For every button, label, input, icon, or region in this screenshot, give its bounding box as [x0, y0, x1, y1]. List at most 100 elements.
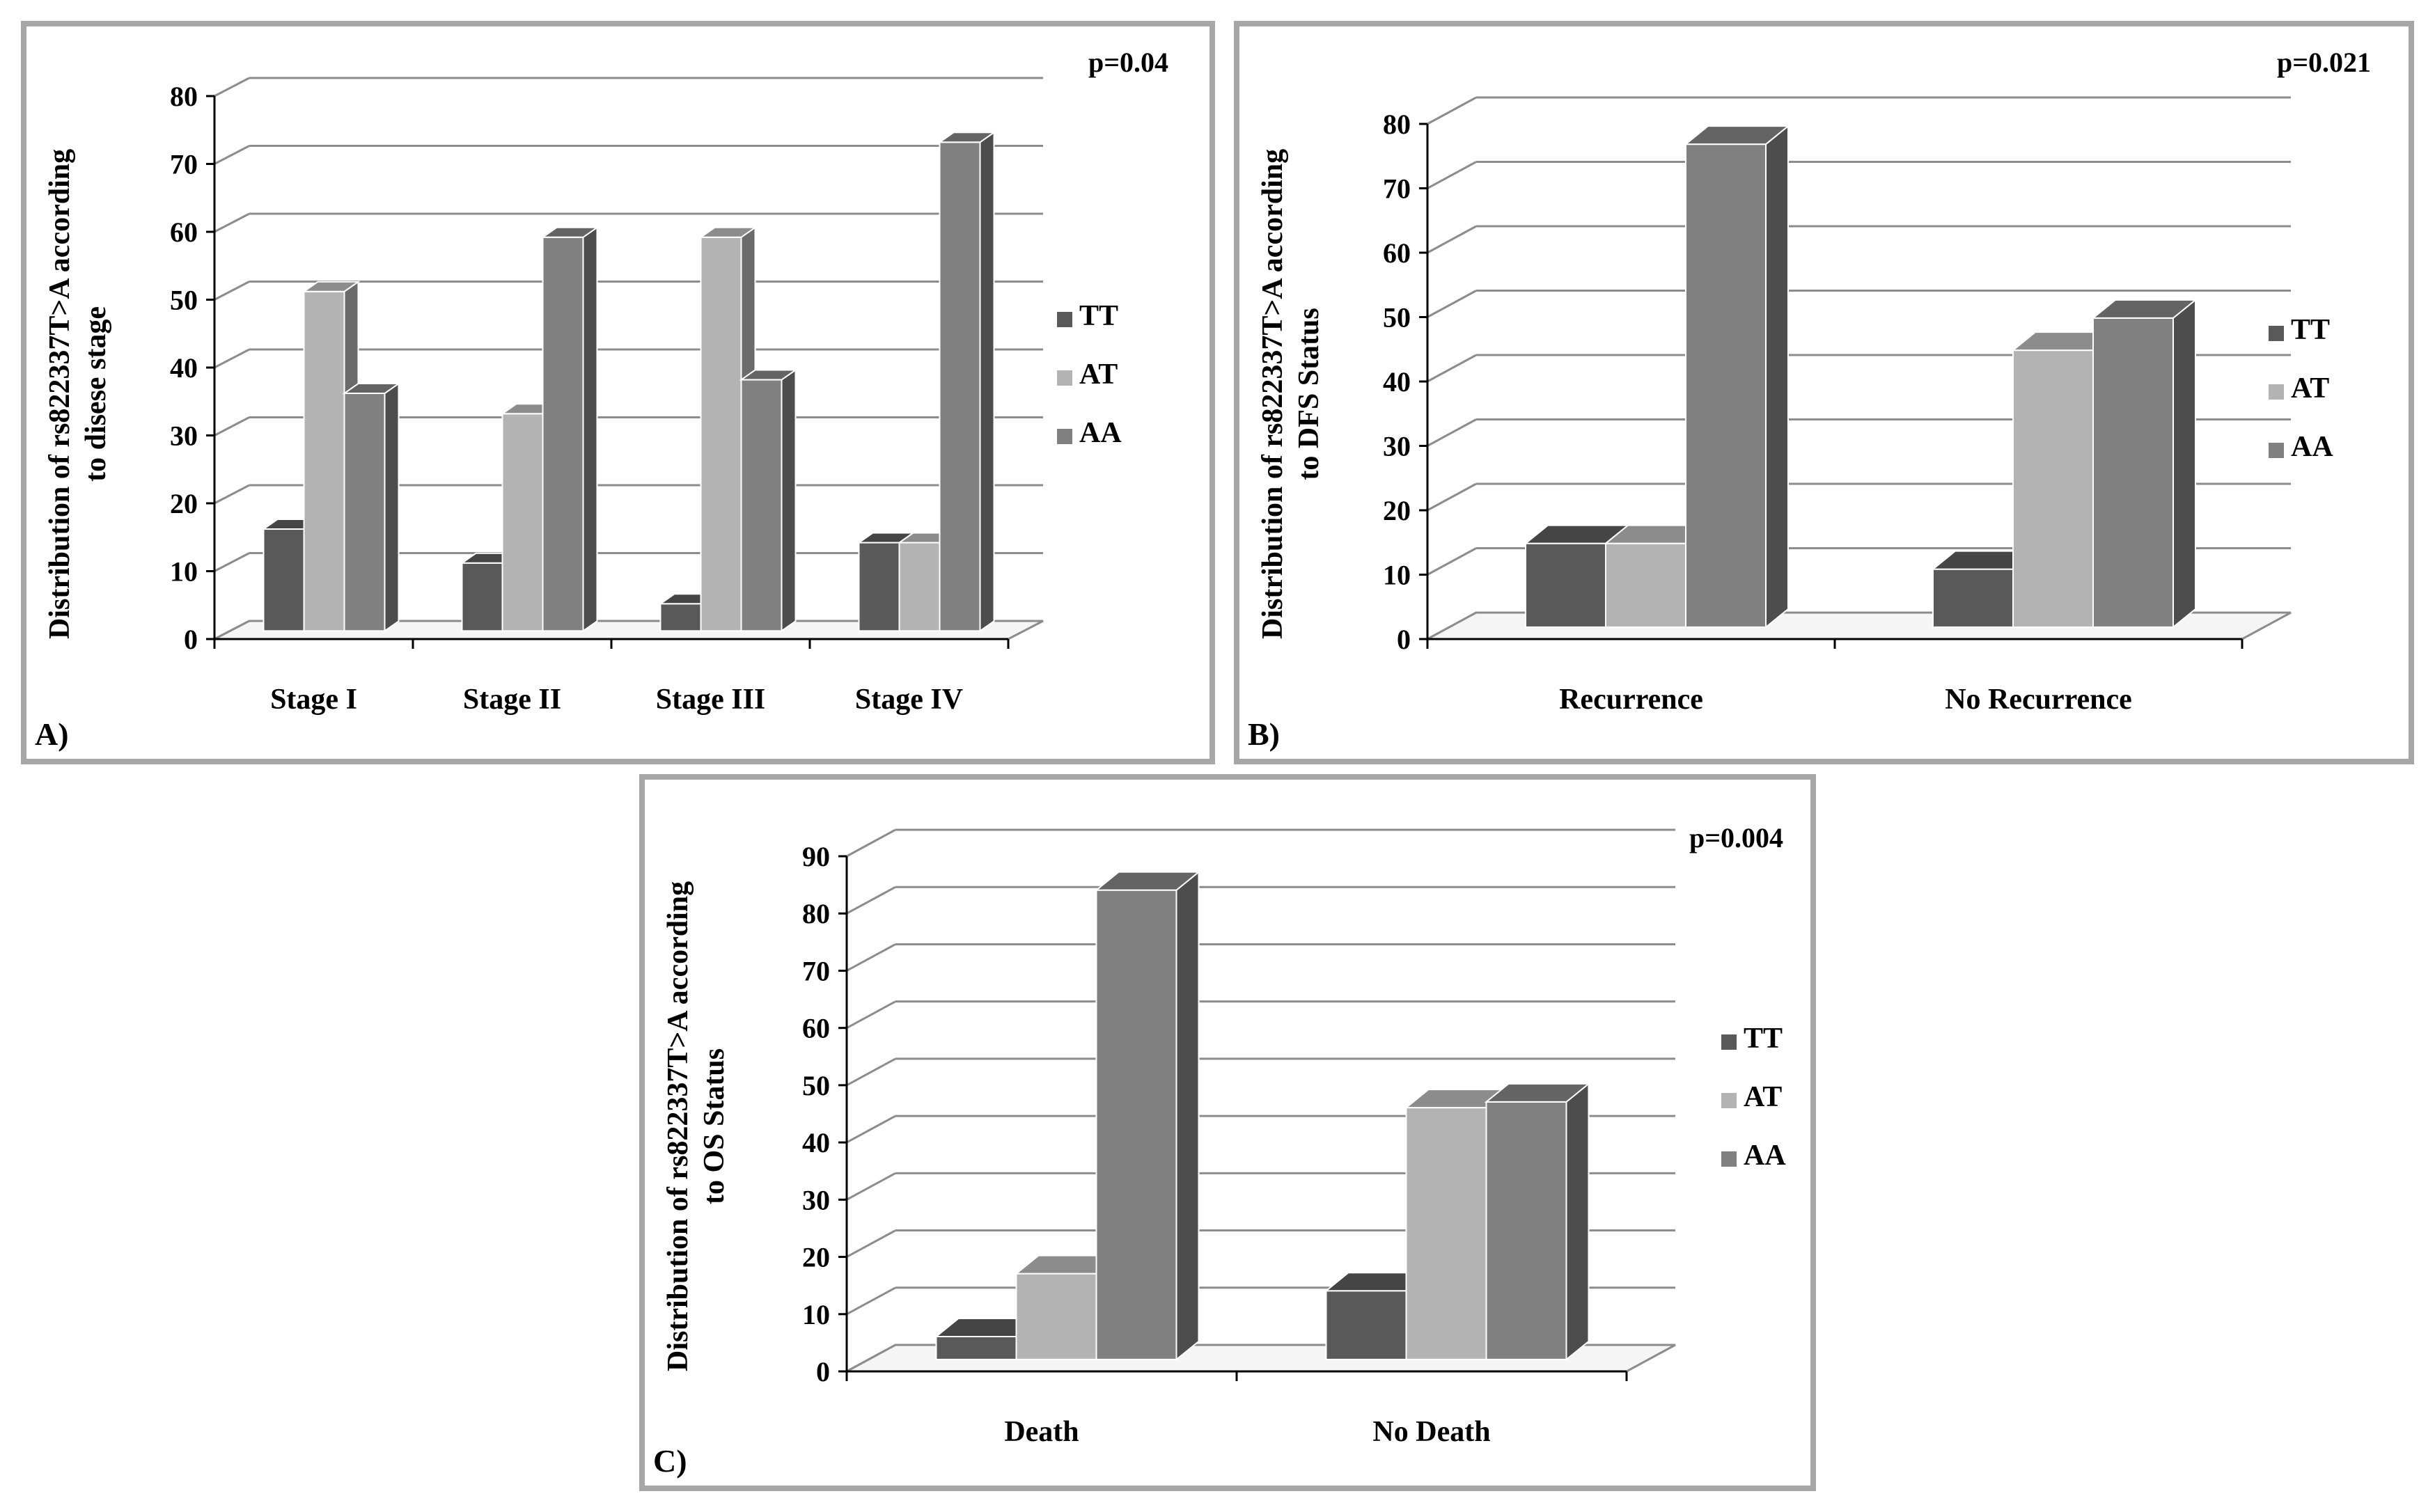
- chart-b-gridline-diag: [1427, 161, 1477, 189]
- bar-front-face: [263, 528, 305, 632]
- legend-label-at: AT: [1744, 1081, 1783, 1113]
- chart-a-gridline-diag: [214, 484, 250, 505]
- chart-c-y-tick-label: 60: [802, 1013, 830, 1044]
- chart-c-y-tick-label: 50: [802, 1070, 830, 1101]
- chart-c-bars: [934, 870, 1591, 1362]
- legend-swatch-at: [2269, 384, 2284, 400]
- bar-front-face: [659, 603, 702, 632]
- legend-swatch-tt: [1057, 312, 1072, 327]
- chart-a-plot: 0 10 20 30 40 50 60 70 80 Stage I Stage II Stage II…: [170, 77, 1044, 716]
- bar-front-face: [1605, 542, 1686, 628]
- chart-c-y-tick-label: 90: [802, 841, 830, 872]
- chart-c-y-axis-label: Distribution of rs822337T>A according to…: [660, 881, 733, 1371]
- bar-death-tt: [934, 1316, 1041, 1362]
- bar-front-face: [939, 141, 981, 632]
- bar-stage-i-aa: [342, 382, 401, 633]
- bar-stage-ii-aa: [540, 226, 600, 633]
- chart-a-y-axis-label-line1: Distribution of rs822337T>A according: [44, 148, 76, 639]
- bar-front-face: [1685, 143, 1767, 628]
- bar-front-face: [2012, 349, 2094, 628]
- bar-death-aa: [1094, 870, 1201, 1362]
- legend-label-aa: AA: [1744, 1140, 1786, 1172]
- bar-side-face: [582, 226, 598, 633]
- chart-b-y-tick-label: 40: [1383, 366, 1411, 397]
- legend-label-tt: TT: [2291, 314, 2331, 346]
- chart-b-x-tick-label-no-recurrence: No Recurrence: [1945, 684, 2132, 716]
- chart-c-y-tick-label: 40: [802, 1127, 830, 1158]
- chart-a-bars: [261, 131, 996, 633]
- bar-front-face: [858, 542, 900, 632]
- chart-c-y-tick-label: 20: [802, 1242, 830, 1273]
- chart-c-gridline-diag: [846, 1172, 896, 1201]
- chart-c-panel-label: C): [653, 1443, 687, 1479]
- chart-b-gridline-diag: [1427, 96, 1477, 125]
- chart-panel-c: 0 10 20 30 40 50 60 70 80 90 Death No Death Distrib…: [639, 774, 1816, 1491]
- chart-a-y-axis-label: Distribution of rs822337T>A according to…: [42, 149, 114, 639]
- chart-b-y-tick-label: 10: [1383, 560, 1411, 591]
- legend-label-aa: AA: [1079, 417, 1122, 449]
- chart-a-y-tick-label: 50: [170, 285, 198, 316]
- bar-side-face: [1565, 1082, 1590, 1362]
- chart-panel-a: 0 10 20 30 40 50 60 70 80 Stage I Stage II Stage II…: [21, 21, 1215, 764]
- bar-front-face: [2092, 317, 2174, 628]
- bar-top-face: [1094, 871, 1201, 891]
- chart-c-y-tick-label: 10: [802, 1299, 830, 1330]
- chart-c-x-tick-label-no-death: No Death: [1372, 1416, 1490, 1448]
- chart-a-y-tick-label: 80: [170, 81, 198, 112]
- legend-swatch-at: [1057, 370, 1072, 386]
- bar-no-recurrence-aa: [2091, 298, 2198, 629]
- bar-no-death-aa: [1484, 1082, 1591, 1362]
- chart-c-gridline-diag: [846, 1000, 896, 1029]
- chart-b-bars: [1524, 125, 2198, 629]
- chart-a-gridline-diag: [214, 416, 250, 436]
- bar-front-face: [1485, 1101, 1567, 1360]
- chart-b-y-tick-label: 70: [1383, 173, 1411, 205]
- chart-a-y-tick-label: 0: [184, 624, 198, 655]
- chart-b-y-tick-label: 20: [1383, 495, 1411, 526]
- chart-c-plot: 0 10 20 30 40 50 60 70 80 90 Death No Death: [802, 828, 1676, 1448]
- chart-c-y-axis-label-line2: to OS Status: [698, 1048, 730, 1204]
- bar-top-face: [739, 369, 798, 381]
- legend-swatch-tt: [2269, 326, 2284, 341]
- chart-a-y-axis: 0 10 20 30 40 50 60 70 80: [170, 81, 216, 655]
- chart-b-p-value: p=0.021: [2277, 47, 2372, 78]
- bar-front-face: [461, 562, 503, 632]
- chart-c-p-value: p=0.004: [1689, 822, 1784, 853]
- bar-side-face: [2172, 298, 2196, 629]
- legend-label-aa: AA: [2291, 431, 2333, 463]
- chart-b-y-tick-label: 60: [1383, 237, 1411, 269]
- chart-a-gridline-diag: [214, 348, 250, 369]
- legend-label-at: AT: [2291, 372, 2330, 404]
- bar-top-face: [540, 226, 600, 238]
- bar-front-face: [1015, 1273, 1097, 1360]
- bar-side-face: [979, 131, 995, 633]
- chart-a-p-value: p=0.04: [1088, 47, 1169, 78]
- chart-b-y-tick-label: 30: [1383, 431, 1411, 462]
- chart-c-y-tick-label: 0: [816, 1356, 830, 1387]
- chart-b-gridline-diag: [1427, 290, 1477, 318]
- chart-a-y-tick-label: 70: [170, 149, 198, 180]
- chart-a-x-tick-label-stage-iii: Stage III: [656, 684, 766, 716]
- chart-b-y-axis-label-line2: to DFS Status: [1293, 308, 1325, 480]
- bar-front-face: [1325, 1290, 1407, 1360]
- chart-a-x-tick-label-stage-ii: Stage II: [463, 684, 561, 716]
- chart-b-y-axis-label: Distribution of rs822337T>A according to…: [1255, 149, 1327, 639]
- chart-a-panel-label: A): [35, 716, 69, 752]
- chart-b-y-axis-label-line1: Distribution of rs822337T>A according: [1257, 148, 1289, 639]
- chart-a-y-tick-label: 60: [170, 216, 198, 248]
- legend-swatch-tt: [1721, 1034, 1737, 1050]
- chart-c-gridline-diag: [846, 885, 896, 915]
- bar-top-face: [2091, 299, 2198, 319]
- bar-top-face: [937, 132, 996, 143]
- legend-swatch-aa: [1057, 429, 1072, 444]
- bar-stage-iii-aa: [739, 368, 798, 633]
- chart-c-gridline-diag: [846, 943, 896, 972]
- bar-side-face: [1765, 125, 1789, 629]
- legend-swatch-at: [1721, 1093, 1737, 1108]
- chart-c-x-tick-label-death: Death: [1004, 1416, 1079, 1448]
- bar-stage-iv-aa: [937, 131, 996, 633]
- chart-a-gridline-diag: [214, 552, 250, 572]
- bar-front-face: [303, 290, 345, 632]
- chart-b-gridline-diag: [1427, 482, 1477, 512]
- chart-b-gridline-diag: [1427, 354, 1477, 383]
